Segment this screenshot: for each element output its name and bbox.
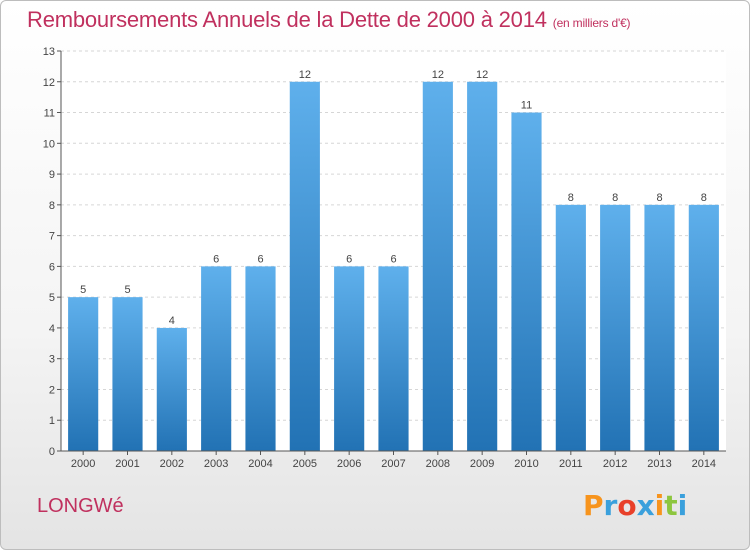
data-label-2001: 5 [124,284,130,296]
x-tick-label-2009: 2009 [470,458,494,470]
data-label-2009: 12 [476,69,488,81]
data-labels: 5 5 4 6 6 12 6 6 12 12 11 8 8 8 8 [80,69,707,327]
y-tick-label: 7 [49,231,55,243]
x-tick-label-2008: 2008 [426,458,450,470]
x-tick-label-2011: 2011 [559,458,583,470]
data-label-2014: 8 [701,192,707,204]
bar-2003[interactable] [201,266,232,451]
y-tick-label: 3 [49,354,55,366]
data-label-2004: 6 [257,253,263,265]
chart-subtitle: (en milliers d'€) [552,16,631,30]
x-tick-label-2004: 2004 [248,458,272,470]
x-tick-label-2005: 2005 [293,458,317,470]
chart-title-text: Remboursements Annuels de la Dette de 20… [27,7,547,32]
bar-2006[interactable] [334,266,365,451]
data-label-2010: 11 [521,100,532,112]
data-label-2008: 12 [432,69,444,81]
logo-letter: r [603,489,618,522]
logo-letter: i [677,489,688,522]
data-label-2011: 8 [568,192,574,204]
y-tick-label: 12 [43,77,55,89]
bars [68,81,719,452]
x-tick-label-2012: 2012 [603,458,627,470]
commune-name: LONGWé [37,495,124,517]
x-tick-label-2000: 2000 [71,458,95,470]
x-axis-ticks: 2000 2001 2002 2003 2004 2005 2006 2007 2008 2009… [71,451,716,470]
y-tick-label: 6 [49,261,55,273]
x-tick-label-2010: 2010 [514,458,538,470]
x-tick-label-2013: 2013 [647,458,671,470]
bar-2010[interactable] [511,112,542,452]
logo-letter: t [664,489,678,522]
bar-2002[interactable] [156,327,187,451]
logo-letter: x [636,489,655,522]
bar-2001[interactable] [112,297,143,451]
y-tick-label: 8 [49,200,55,212]
y-tick-label: 9 [49,169,55,181]
bar-2013[interactable] [644,204,675,451]
y-tick-label: 4 [49,323,55,335]
y-tick-label: 1 [49,415,55,427]
bar-2012[interactable] [600,204,631,451]
bar-2014[interactable] [688,204,719,451]
logo-letter: P [583,489,604,522]
bar-2005[interactable] [289,81,320,452]
y-tick-label: 5 [49,292,55,304]
data-label-2003: 6 [213,253,219,265]
bar-2007[interactable] [378,266,409,451]
data-label-2002: 4 [169,315,175,327]
data-label-2005: 12 [299,69,311,81]
bar-2000[interactable] [68,297,99,451]
bar-2008[interactable] [422,81,453,452]
proxiti-logo[interactable]: Proxiti [583,489,687,522]
chart-title: Remboursements Annuels de la Dette de 20… [27,7,631,33]
data-label-2012: 8 [612,192,618,204]
y-tick-label: 0 [49,446,55,458]
x-tick-label-2003: 2003 [204,458,228,470]
x-tick-label-2014: 2014 [692,458,716,470]
bar-2011[interactable] [555,204,586,451]
y-tick-label: 13 [43,46,55,58]
y-tick-label: 11 [44,108,55,120]
data-label-2006: 6 [346,253,352,265]
logo-letter: i [654,489,665,522]
bar-2009[interactable] [467,81,498,452]
logo-letter: o [617,489,637,522]
x-tick-label-2006: 2006 [337,458,361,470]
data-label-2013: 8 [656,192,662,204]
x-tick-label-2001: 2001 [115,458,139,470]
x-tick-label-2007: 2007 [381,458,405,470]
y-tick-label: 2 [49,384,55,396]
x-tick-label-2002: 2002 [160,458,184,470]
y-tick-label: 10 [43,138,55,150]
data-label-2007: 6 [390,253,396,265]
bar-2004[interactable] [245,266,276,451]
data-label-2000: 5 [80,284,86,296]
